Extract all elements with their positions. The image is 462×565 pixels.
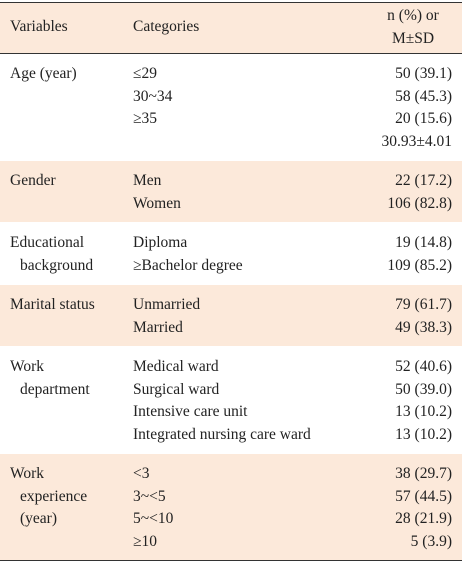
variable-cell: department: [20, 380, 90, 398]
value-cell: 50 (39.0): [395, 380, 452, 398]
header-cell: Categories: [133, 18, 200, 35]
category-cell: Medical ward: [133, 358, 219, 375]
row-band: [0, 285, 462, 346]
value-cell: 22 (17.2): [395, 172, 452, 189]
top-rule: [0, 2, 462, 3]
variable-cell: experience: [20, 487, 88, 505]
value-cell: 19 (14.8): [395, 234, 452, 251]
category-cell: 5~<10: [133, 510, 174, 527]
variable-cell: Marital status: [10, 296, 95, 313]
variable-cell: (year): [20, 510, 57, 527]
value-cell: 20 (15.6): [395, 110, 452, 127]
category-cell: ≥35: [133, 110, 158, 127]
category-cell: Women: [133, 194, 181, 212]
category-cell: <3: [133, 465, 150, 482]
variable-cell: background: [20, 256, 94, 274]
value-cell: 50 (39.1): [395, 65, 452, 82]
value-cell: 109 (85.2): [387, 256, 452, 274]
value-cell: 28 (21.9): [395, 510, 452, 527]
category-cell: 30~34: [133, 87, 173, 105]
variable-cell: Gender: [10, 172, 56, 189]
value-cell: 52 (40.6): [395, 358, 452, 375]
category-cell: 3~<5: [133, 487, 166, 505]
category-cell: Diploma: [133, 234, 188, 251]
value-cell: 13 (10.2): [395, 403, 452, 420]
row-band: [0, 454, 462, 560]
category-cell: ≥Bachelor degree: [133, 256, 243, 274]
value-cell: 79 (61.7): [395, 296, 452, 313]
variable-cell: Work: [10, 358, 45, 375]
value-cell: 30.93±4.01: [381, 132, 452, 150]
category-cell: Integrated nursing care ward: [133, 425, 311, 443]
header-cell: Variables: [10, 18, 68, 35]
category-cell: Men: [133, 172, 162, 189]
category-cell: Surgical ward: [133, 380, 220, 398]
value-cell: 106 (82.8): [387, 194, 452, 212]
header-rule: [0, 53, 462, 54]
header-cell: M±SD: [391, 29, 435, 47]
variable-cell: Age (year): [10, 65, 77, 82]
category-cell: ≥10: [133, 532, 158, 550]
header-cell: n (%) or: [387, 7, 439, 24]
category-cell: Intensive care unit: [133, 403, 248, 420]
value-cell: 57 (44.5): [395, 487, 452, 505]
value-cell: 38 (29.7): [395, 465, 452, 482]
category-cell: ≤29: [133, 65, 158, 82]
value-cell: 58 (45.3): [395, 87, 452, 105]
bottom-rule: [0, 560, 462, 561]
category-cell: Unmarried: [133, 296, 201, 313]
header-band: [0, 2, 462, 53]
value-cell: 5 (3.9): [410, 532, 452, 550]
row-band: [0, 161, 462, 222]
value-cell: 13 (10.2): [395, 425, 452, 443]
variable-cell: Educational: [10, 234, 85, 251]
value-cell: 49 (38.3): [395, 318, 452, 336]
variable-cell: Work: [10, 465, 45, 482]
category-cell: Married: [133, 318, 183, 336]
